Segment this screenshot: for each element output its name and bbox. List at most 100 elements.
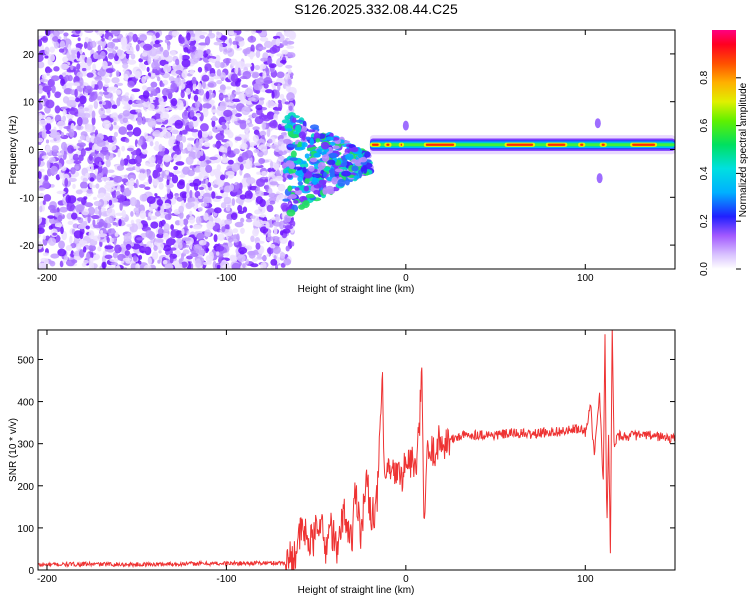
spectrogram-cell: [95, 183, 100, 189]
spectrogram-cell: [224, 219, 233, 225]
spectrogram-y-ticks: -20 -10 0 10 20: [20, 50, 675, 252]
spectrogram-cell: [118, 218, 122, 227]
y-tick-label: 20: [23, 50, 35, 61]
spectrogram-cell: [353, 175, 360, 179]
spectrogram-cell: [203, 107, 209, 118]
spectrogram-cell: [237, 254, 246, 263]
spectrogram-cell: [198, 186, 205, 191]
spectrogram-cell: [322, 171, 328, 178]
spectrogram-cell: [259, 130, 267, 137]
spectrogram-cell: [84, 147, 92, 151]
spectrogram-cell: [190, 252, 199, 258]
y-tick-label: 100: [17, 524, 34, 535]
spectrogram-cell: [145, 135, 153, 142]
spectrogram-cell: [351, 165, 359, 172]
spectrogram-cell: [245, 218, 253, 223]
spectrogram-cell: [111, 189, 117, 199]
spectrogram-cell: [209, 156, 218, 161]
spectrogram-cell: [270, 259, 278, 266]
spectrogram-cell: [126, 49, 135, 55]
spectrogram-cell: [189, 210, 193, 217]
spectrogram-cell: [216, 68, 222, 77]
spectrogram-cell: [171, 30, 180, 36]
spectrogram-cell: [85, 65, 92, 71]
spectrogram-cell: [54, 105, 61, 114]
spectrogram-cell: [273, 113, 279, 121]
spectrogram-cell: [219, 72, 227, 81]
spectrogram-cell: [215, 245, 225, 252]
y-tick-label: 300: [17, 440, 34, 451]
spectrogram-cell: [256, 171, 261, 175]
spectrogram-cell: [140, 63, 147, 71]
tone-peak-segment: [506, 143, 534, 146]
tone-peak-segment: [580, 143, 584, 146]
spectrogram-cell: [124, 138, 130, 143]
spectrogram-cell: [38, 170, 42, 180]
spectrogram-cell: [209, 99, 215, 105]
spectrogram-cell: [62, 56, 69, 63]
spectrogram-cell: [320, 141, 330, 150]
spectrogram-cell: [261, 134, 265, 140]
spectrogram-cell: [241, 151, 249, 161]
colorbar-label: Normalized spectral amplitude: [738, 82, 749, 217]
spectrogram-cell: [208, 131, 213, 137]
spectrogram-cell: [278, 101, 283, 112]
spectrogram-cell: [94, 30, 99, 33]
spectrogram-cell: [179, 141, 184, 151]
spectrogram-cell: [200, 160, 207, 168]
spectrogram-cell: [225, 58, 230, 66]
spectrogram-cell: [186, 192, 190, 199]
spectrogram-cell: [45, 145, 51, 153]
spectrogram-cell: [121, 44, 131, 51]
spectrogram-cell: [219, 84, 226, 91]
spectrogram-cell: [61, 72, 67, 76]
spectrogram-cell: [38, 114, 47, 119]
spectrogram-cell: [295, 119, 304, 123]
spectrogram-cell: [243, 63, 253, 68]
spectrogram-cell: [38, 215, 43, 225]
spectrogram-cell: [204, 63, 212, 72]
spectrogram-cell: [154, 193, 158, 197]
spectrogram-cell: [179, 191, 189, 199]
colorbar-tick-label: 0.4: [699, 166, 710, 180]
spectrogram-cell: [113, 236, 117, 246]
spectrogram-cell: [126, 223, 133, 228]
spectrogram-cell: [116, 49, 123, 57]
spectrogram-cell: [50, 253, 60, 259]
spectrogram-cell: [116, 185, 121, 193]
spectrogram-cell: [216, 80, 223, 85]
spectrogram-cell: [186, 255, 193, 260]
spectrogram-cell: [162, 202, 171, 209]
spectrogram-cell: [268, 187, 273, 195]
spectrogram-cell: [106, 236, 110, 244]
spectrogram-cell: [162, 49, 170, 58]
spectrogram-cell: [151, 251, 159, 260]
spectrogram-cell: [102, 91, 109, 96]
spectrogram-cell: [283, 214, 292, 223]
spectrogram-cell: [128, 132, 132, 138]
spectrogram-cell: [160, 106, 166, 113]
spectrogram-cell: [76, 197, 85, 202]
spectrogram-cell: [100, 230, 104, 234]
spectrogram-cell: [185, 156, 194, 165]
spectrogram-cell: [192, 224, 202, 230]
spectrogram-cell: [211, 191, 216, 199]
spectrogram-cell: [323, 166, 331, 172]
spectrogram-cell: [154, 141, 160, 146]
spectrogram-cell: [179, 263, 183, 269]
spectrogram-cell: [331, 137, 340, 141]
spectrogram-cell: [73, 230, 83, 239]
spectrogram-cell: [256, 178, 265, 187]
spectrogram-cell: [91, 80, 95, 89]
spectrogram-cell: [44, 46, 50, 56]
spectrogram-cell: [42, 252, 49, 257]
spectrogram-cell: [78, 139, 82, 144]
spectrogram-cell: [208, 58, 214, 63]
spectrogram-cell: [181, 129, 188, 135]
spectrogram-cell: [62, 173, 70, 182]
spectrogram-cell: [125, 92, 130, 97]
spectrogram-cell: [105, 154, 110, 161]
spectrogram-cell: [97, 96, 103, 101]
spectrogram-cell: [72, 183, 76, 189]
x-tick-label: 100: [577, 273, 594, 284]
